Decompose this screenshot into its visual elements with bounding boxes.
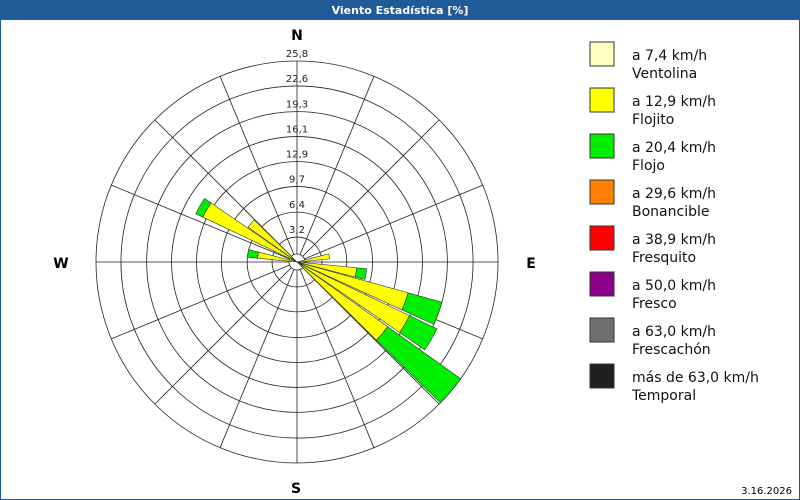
legend-range: a 50,0 km/h (632, 278, 716, 294)
legend-label: Temporal (631, 388, 696, 404)
legend-swatch (589, 87, 615, 113)
wedge-segment (195, 198, 212, 218)
grid-ring (271, 236, 323, 288)
legend-label: Fresquito (632, 250, 696, 266)
grid-ring (171, 136, 423, 388)
r-tick-label: 22,6 (286, 74, 308, 85)
legend-swatch (589, 133, 615, 159)
legend-label: Frescachón (632, 342, 711, 358)
grid-ring (196, 161, 398, 363)
legend-label: Bonancible (632, 204, 709, 220)
legend-range: más de 63,0 km/h (632, 370, 759, 386)
legend-swatch (589, 363, 615, 389)
r-tick-label: 16,1 (286, 125, 308, 136)
grid-ring (120, 85, 474, 439)
r-tick-label: 25,8 (286, 49, 308, 60)
r-tick-label: 9,7 (289, 174, 305, 185)
wedge-segment (354, 267, 368, 280)
legend-swatch (589, 271, 615, 297)
wedge-segment (247, 249, 259, 259)
legend-swatch (589, 317, 615, 343)
wedge-segment (399, 315, 438, 351)
r-tick-label: 6,4 (289, 200, 305, 211)
compass-label: N (291, 28, 303, 44)
compass-label: W (53, 256, 68, 272)
r-tick-label: 19,3 (286, 100, 308, 111)
legend-swatch (589, 41, 615, 67)
title-bar (0, 0, 800, 20)
wedge-segment (247, 219, 293, 259)
date: 3.16.2026 (741, 486, 792, 497)
legend-range: a 63,0 km/h (632, 324, 716, 340)
legend-label: Ventolina (632, 66, 697, 82)
wedge-segment (376, 326, 462, 404)
legend-swatch (589, 179, 615, 205)
r-tick-label: 12,9 (286, 150, 308, 161)
grid-ring (221, 186, 373, 338)
grid-ring (146, 111, 448, 413)
legend-label: Fresco (632, 296, 677, 312)
legend-range: a 20,4 km/h (632, 140, 716, 156)
legend-range: a 12,9 km/h (632, 94, 716, 110)
wedge-segment (302, 253, 330, 262)
r-tick-label: 3,2 (289, 225, 305, 236)
compass-label: S (291, 481, 301, 497)
chart-title: Viento Estadística [%] (332, 4, 469, 17)
legend-swatch (589, 225, 615, 251)
grid-ring (246, 211, 348, 313)
legend-range: a 29,6 km/h (632, 186, 716, 202)
compass-label: E (526, 256, 536, 272)
legend-range: a 38,9 km/h (632, 232, 716, 248)
legend-label: Flojito (632, 112, 674, 128)
legend-label: Flojo (632, 158, 665, 174)
grid-ring (95, 60, 499, 464)
legend-range: a 7,4 km/h (632, 48, 707, 64)
wedge-segment (401, 292, 443, 325)
